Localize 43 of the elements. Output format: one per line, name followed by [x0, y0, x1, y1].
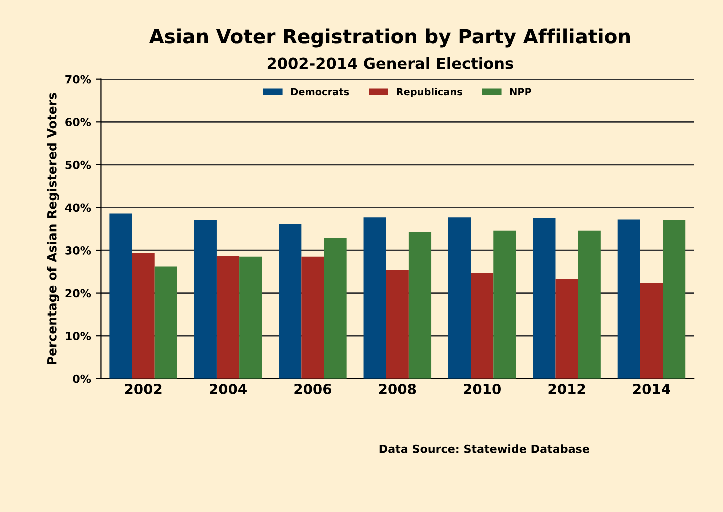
source-note: Data Source: Statewide Database: [380, 444, 590, 454]
bar: [494, 230, 516, 379]
bar: [640, 283, 664, 379]
bar: [216, 256, 240, 379]
bar: [448, 218, 472, 379]
bar: [578, 230, 601, 379]
x-tick-label: 2008: [379, 384, 416, 394]
bar: [302, 256, 324, 379]
bar: [132, 253, 155, 379]
x-tick-label: 2004: [210, 384, 247, 394]
chart-subtitle: 2002-2014 General Elections: [268, 58, 514, 70]
bar: [194, 220, 217, 379]
y-tick-label: 60%: [66, 118, 92, 127]
legend-label: NPP: [510, 88, 532, 96]
x-tick-label: 2002: [125, 384, 162, 394]
bar: [408, 232, 432, 379]
legend-label: Democrats: [291, 88, 350, 96]
y-tick-label: 20%: [66, 289, 92, 298]
bar: [110, 214, 132, 379]
y-tick-label: 40%: [65, 204, 92, 212]
legend-label: Republicans: [397, 88, 462, 98]
y-tick-label: 70%: [66, 75, 92, 84]
x-tick-label: 2014: [634, 384, 670, 394]
chart-title: Asian Voter Registration by Party Affiliation: [149, 28, 630, 48]
bar: [240, 256, 262, 379]
bar: [663, 220, 686, 379]
bar: [533, 218, 556, 379]
bar: [556, 279, 578, 379]
bar: [618, 220, 640, 379]
bar: [386, 270, 409, 379]
y-tick-label: 50%: [66, 160, 92, 170]
y-axis-title: Percentage of Asian Registered Voters: [47, 93, 60, 364]
y-tick-label: 10%: [66, 332, 92, 340]
y-tick-label: 0%: [73, 374, 92, 384]
bar: [154, 266, 178, 379]
x-tick-label: 2006: [294, 384, 332, 394]
x-tick-label: 2012: [548, 384, 586, 394]
bar: [279, 224, 302, 379]
bar: [324, 238, 347, 379]
y-tick-label: 30%: [66, 246, 92, 255]
x-tick-label: 2010: [464, 384, 502, 394]
bar: [471, 273, 494, 379]
bar: [364, 218, 386, 379]
